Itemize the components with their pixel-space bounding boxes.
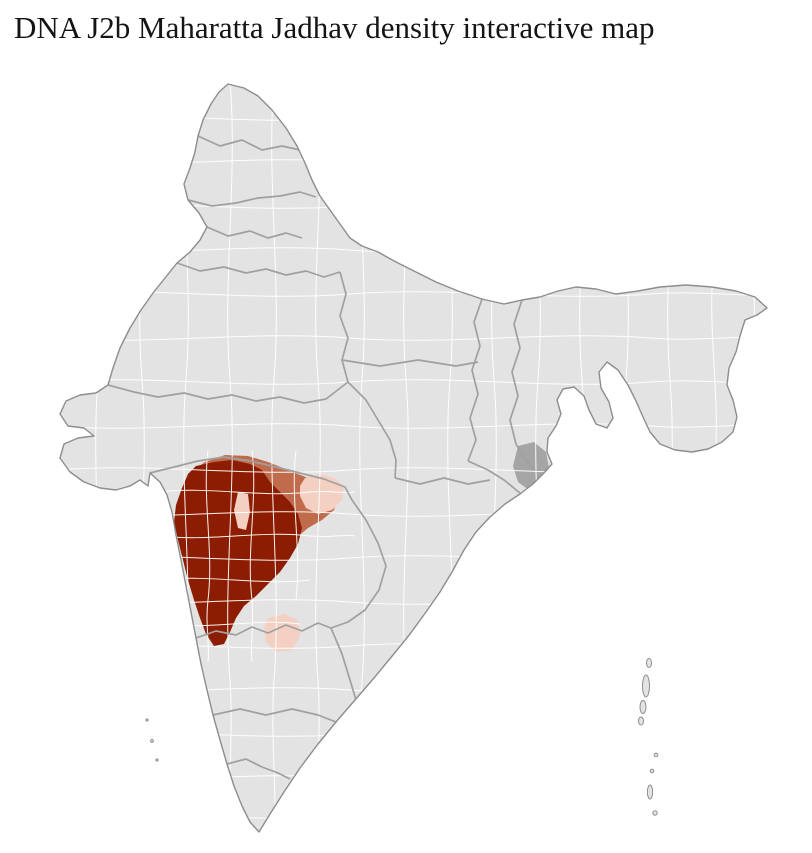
lakshadweep-islands[interactable] [145, 718, 159, 762]
density-region-high[interactable] [174, 460, 302, 646]
islands [145, 658, 659, 816]
india-outline [59, 83, 768, 833]
andaman-nicobar-islands[interactable] [638, 658, 659, 816]
page-title: DNA J2b Maharatta Jadhav density interac… [14, 10, 655, 45]
density-region-low-northeast[interactable] [300, 474, 344, 514]
density-region-low-strip[interactable] [234, 492, 250, 530]
density-regions [174, 442, 549, 652]
state-borders [107, 135, 536, 780]
india-base-landmass[interactable] [60, 84, 767, 832]
